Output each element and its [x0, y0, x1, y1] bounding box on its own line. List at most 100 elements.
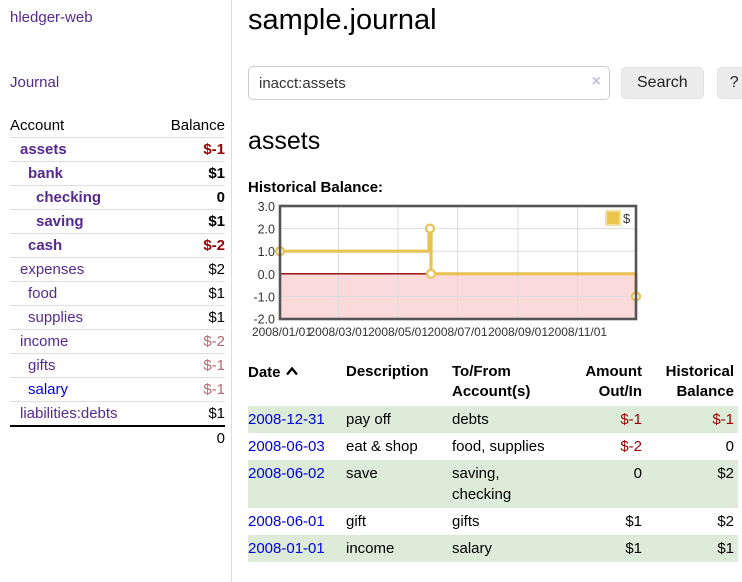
account-balance: $1	[208, 165, 225, 182]
column-header-description[interactable]: Description	[346, 363, 429, 380]
account-balance: $1	[208, 309, 225, 326]
legend-swatch	[605, 210, 621, 226]
x-axis-labels: 2008/01/01 2008/03/01 2008/05/01 2008/07…	[252, 325, 607, 339]
account-balance: $-2	[203, 333, 225, 350]
account-row-checking: checking 0	[10, 185, 225, 209]
account-link-saving[interactable]: saving	[36, 213, 84, 230]
help-button[interactable]: ?	[716, 67, 742, 99]
svg-text:2008/11/01: 2008/11/01	[548, 325, 607, 339]
historical-balance-chart: $ 3.0 2.0 1.0 0.0 -1.0 -2.0 2008/01/01 2…	[252, 202, 642, 339]
account-row-bank: bank $1	[10, 161, 225, 185]
transaction-accounts: salary	[452, 535, 564, 562]
svg-text:3.0: 3.0	[258, 202, 275, 214]
search-input[interactable]	[248, 66, 610, 100]
chart-title: Historical Balance:	[248, 179, 384, 196]
account-link-cash[interactable]: cash	[28, 237, 63, 254]
main-content: sample.journal × Search ? assets Histori…	[232, 0, 742, 582]
transaction-balance: $1	[646, 535, 738, 562]
column-header-amount[interactable]: Amount Out/In	[585, 363, 642, 400]
transaction-amount: $1	[564, 535, 646, 562]
svg-text:2008/07/01: 2008/07/01	[427, 325, 487, 339]
account-link-bank[interactable]: bank	[28, 165, 64, 182]
svg-text:-1.0: -1.0	[253, 290, 275, 304]
app-title-link[interactable]: hledger-web	[10, 9, 93, 26]
account-link-supplies[interactable]: supplies	[28, 309, 84, 326]
y-axis-labels: 3.0 2.0 1.0 0.0 -1.0 -2.0	[253, 202, 275, 327]
search-form: × Search ?	[248, 66, 742, 100]
app-title: hledger-web	[10, 9, 224, 27]
account-row-supplies: supplies $1	[10, 305, 225, 329]
account-balance: $-1	[203, 357, 225, 374]
register-row: 2008-06-02 save saving, checking 0 $2	[248, 460, 738, 508]
svg-text:2.0: 2.0	[258, 223, 275, 237]
account-row-food: food $1	[10, 281, 225, 305]
account-balance: 0	[216, 189, 225, 206]
register-row: 2008-06-01 gift gifts $1 $2	[248, 508, 738, 535]
account-link-checking[interactable]: checking	[36, 189, 102, 206]
account-link-food[interactable]: food	[28, 285, 58, 302]
account-row-salary: salary $-1	[10, 377, 225, 401]
account-row-cash: cash $-2	[10, 233, 225, 257]
balance-column-header: Balance	[170, 117, 225, 134]
transaction-accounts: saving, checking	[452, 460, 564, 508]
transaction-description: income	[346, 535, 452, 562]
account-link-salary[interactable]: salary	[28, 381, 69, 398]
account-row-liabilities-debts: liabilities:debts $1	[10, 401, 225, 425]
svg-text:0.0: 0.0	[258, 268, 275, 282]
legend-label: $	[623, 211, 631, 226]
account-link-assets[interactable]: assets	[20, 141, 67, 158]
register-header-row: Date Description To/From Account(s) Amou…	[248, 360, 738, 406]
register-row: 2008-06-03 eat & shop food, supplies $-2…	[248, 433, 738, 460]
transaction-description: gift	[346, 513, 367, 530]
account-link-gifts[interactable]: gifts	[28, 357, 56, 374]
transaction-amount: $-2	[620, 438, 642, 455]
transaction-date-link[interactable]: 2008-06-02	[248, 465, 325, 482]
sidebar-item-journal: Journal	[10, 74, 224, 92]
chart-border	[278, 204, 638, 321]
account-row-expenses: expenses $2	[10, 257, 225, 281]
transaction-balance: $2	[717, 513, 734, 530]
sort-ascending-icon	[285, 362, 299, 382]
svg-text:1.0: 1.0	[258, 245, 275, 259]
account-link-expenses[interactable]: expenses	[20, 261, 85, 278]
transaction-accounts: debts	[452, 406, 564, 433]
account-link-liabilities-debts[interactable]: liabilities:debts	[20, 405, 118, 422]
account-link-income[interactable]: income	[20, 333, 69, 350]
transaction-date-link[interactable]: 2008-06-03	[248, 438, 325, 455]
journal-link[interactable]: Journal	[10, 74, 60, 91]
account-total-row: 0	[10, 425, 225, 450]
transaction-description: save	[346, 460, 452, 508]
svg-text:2008/01/01: 2008/01/01	[252, 325, 312, 339]
account-row-assets: assets $-1	[10, 137, 225, 161]
register-row: 2008-01-01 income salary $1 $1	[248, 535, 738, 562]
account-balance-table: Account Balance assets $-1 bank $1 check…	[10, 114, 225, 450]
column-header-account[interactable]: To/From Account(s)	[452, 363, 531, 400]
account-heading: assets	[248, 127, 321, 155]
page-title: sample.journal	[248, 4, 437, 36]
transaction-date-link[interactable]: 2008-12-31	[248, 411, 325, 428]
search-button[interactable]: Search	[621, 67, 704, 99]
register-table: Date Description To/From Account(s) Amou…	[248, 360, 738, 562]
transaction-balance: 0	[725, 438, 734, 455]
column-header-date[interactable]: Date	[248, 360, 346, 406]
account-balance: $1	[208, 405, 225, 422]
account-table-header: Account Balance	[10, 114, 225, 137]
account-row-gifts: gifts $-1	[10, 353, 225, 377]
account-balance: $2	[208, 261, 225, 278]
svg-text:-2.0: -2.0	[253, 313, 275, 327]
register-row: 2008-12-31 pay off debts $-1 $-1	[248, 406, 738, 433]
account-column-header: Account	[10, 117, 65, 134]
column-header-balance[interactable]: Historical Balance	[665, 363, 734, 400]
svg-text:2008/09/01: 2008/09/01	[488, 325, 548, 339]
transaction-date-link[interactable]: 2008-06-01	[248, 513, 325, 530]
transaction-date-link[interactable]: 2008-01-01	[248, 540, 325, 557]
account-balance: $-1	[203, 141, 225, 158]
chart-vertical-gridlines	[338, 206, 578, 319]
transaction-description: eat & shop	[346, 438, 418, 455]
clear-search-icon[interactable]: ×	[591, 73, 601, 90]
svg-text:2008/03/01: 2008/03/01	[308, 325, 368, 339]
chart-legend: $	[605, 210, 631, 226]
svg-text:2008/05/01: 2008/05/01	[368, 325, 428, 339]
transaction-amount: $-1	[564, 406, 646, 433]
transaction-accounts: food, supplies	[452, 438, 545, 455]
